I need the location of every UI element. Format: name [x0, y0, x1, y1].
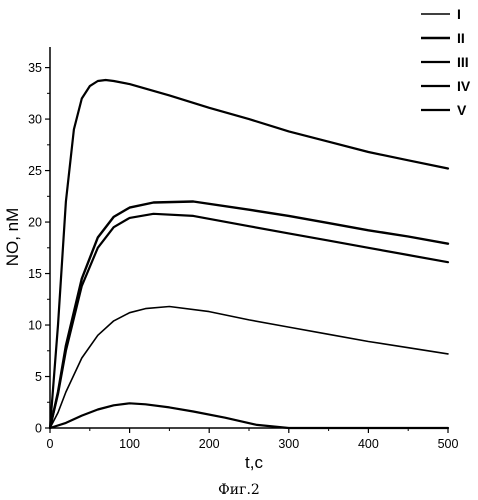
- x-tick-label: 400: [358, 437, 379, 451]
- axes: [50, 47, 448, 428]
- legend-label: III: [457, 54, 469, 70]
- legend-label: V: [457, 102, 467, 118]
- x-tick-label: 500: [438, 437, 459, 451]
- y-tick-label: 5: [35, 370, 42, 384]
- x-tick-label: 200: [199, 437, 220, 451]
- x-tick-label: 300: [278, 437, 299, 451]
- x-tick-label: 0: [47, 437, 54, 451]
- series-line-iv: [50, 80, 448, 428]
- legend: IIIIIIIVV: [421, 6, 471, 118]
- y-tick-label: 15: [28, 267, 42, 281]
- plot-lines: [50, 80, 448, 428]
- y-axis-title: NO, nM: [3, 208, 22, 267]
- series-line-v: [50, 403, 448, 428]
- y-tick-label: 30: [28, 113, 42, 127]
- y-tick-label: 35: [28, 61, 42, 75]
- series-line-ii: [50, 202, 448, 429]
- figure-caption: Фиг.2: [218, 482, 260, 498]
- series-line-iii: [50, 214, 448, 428]
- y-tick-label: 20: [28, 216, 42, 230]
- series-line-i: [50, 307, 448, 429]
- ticks: 0 100 200 300 400 500 0 5 10 15 20 25 30 35: [28, 61, 458, 451]
- y-tick-label: 0: [35, 422, 42, 436]
- legend-label: II: [457, 30, 465, 46]
- x-tick-label: 100: [119, 437, 140, 451]
- legend-label: IV: [457, 78, 471, 94]
- x-axis-title: t,c: [245, 453, 263, 472]
- y-tick-label: 10: [28, 319, 42, 333]
- y-tick-label: 25: [28, 164, 42, 178]
- legend-label: I: [457, 6, 461, 22]
